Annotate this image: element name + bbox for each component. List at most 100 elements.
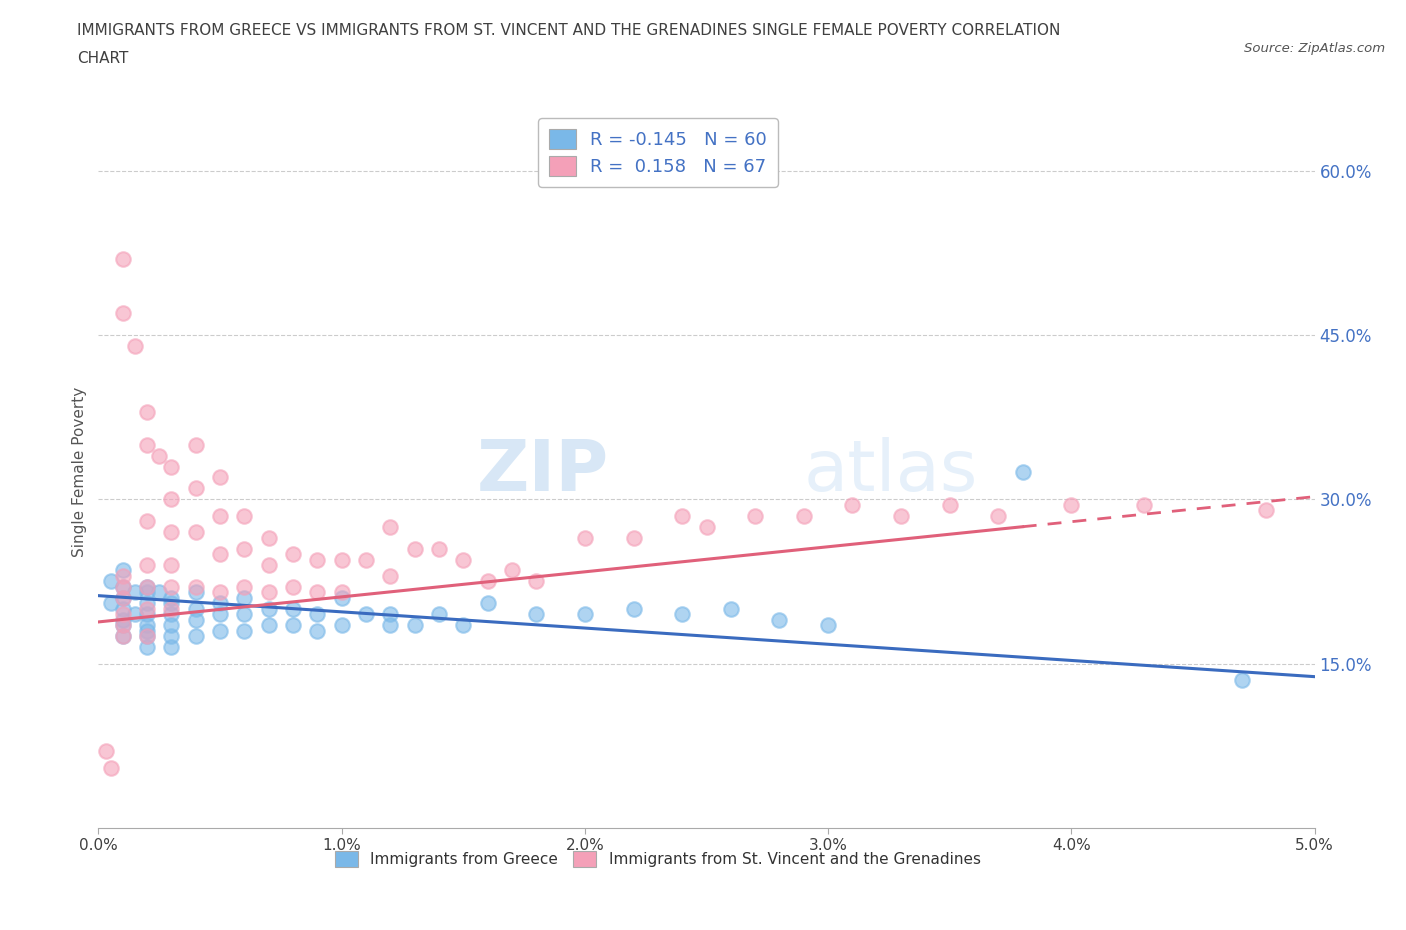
Point (209, 547, 232, 562)
Point (623, 530, 645, 545)
Point (111, 618, 134, 632)
Point (160, 596, 183, 611)
Point (160, 459, 183, 474)
Point (136, 623, 159, 638)
Point (160, 629, 183, 644)
Point (623, 602, 645, 617)
Point (330, 552, 353, 567)
Point (987, 509, 1010, 524)
Point (136, 640, 159, 655)
Point (209, 596, 232, 611)
Point (148, 448, 170, 463)
Point (160, 492, 183, 507)
Point (281, 602, 304, 617)
Point (160, 607, 183, 622)
Point (671, 509, 693, 524)
Point (209, 470, 232, 485)
Point (744, 509, 766, 524)
Point (380, 568, 402, 583)
Point (524, 607, 547, 622)
Point (160, 602, 183, 617)
Point (380, 519, 402, 534)
Point (111, 602, 134, 617)
Point (184, 602, 207, 617)
Point (330, 618, 353, 632)
Legend: Immigrants from Greece, Immigrants from St. Vincent and the Grenadines: Immigrants from Greece, Immigrants from … (329, 845, 987, 873)
Point (124, 607, 146, 622)
Y-axis label: Single Female Poverty: Single Female Poverty (72, 387, 87, 557)
Point (136, 579, 159, 594)
Point (793, 509, 815, 524)
Point (1060, 498, 1083, 512)
Point (94, 744, 117, 759)
Point (100, 596, 122, 611)
Point (136, 618, 159, 632)
Point (890, 509, 912, 524)
Point (233, 579, 256, 594)
Point (184, 612, 207, 627)
Point (233, 607, 256, 622)
Point (354, 607, 377, 622)
Point (354, 552, 377, 567)
Point (768, 612, 790, 627)
Point (209, 607, 232, 622)
Point (111, 306, 134, 321)
Point (720, 602, 742, 617)
Point (111, 629, 134, 644)
Point (136, 607, 159, 622)
Point (111, 579, 134, 594)
Point (111, 607, 134, 622)
Point (136, 629, 159, 644)
Point (209, 509, 232, 524)
Point (184, 585, 207, 600)
Point (111, 591, 134, 605)
Point (696, 519, 718, 534)
Point (111, 591, 134, 605)
Point (257, 602, 280, 617)
Text: IMMIGRANTS FROM GREECE VS IMMIGRANTS FROM ST. VINCENT AND THE GRENADINES SINGLE : IMMIGRANTS FROM GREECE VS IMMIGRANTS FRO… (77, 23, 1060, 38)
Point (209, 585, 232, 600)
Point (111, 563, 134, 578)
Point (427, 541, 450, 556)
Point (281, 547, 304, 562)
Point (160, 640, 183, 655)
Point (671, 607, 693, 622)
Point (233, 623, 256, 638)
Point (1133, 498, 1156, 512)
Point (330, 591, 353, 605)
Point (160, 618, 183, 632)
Point (574, 530, 596, 545)
Point (184, 525, 207, 539)
Point (111, 612, 134, 627)
Point (209, 623, 232, 638)
Point (524, 574, 547, 589)
Point (380, 607, 402, 622)
Point (281, 618, 304, 632)
Point (817, 618, 839, 632)
Point (184, 437, 207, 452)
Point (574, 607, 596, 622)
Point (136, 405, 159, 419)
Point (184, 481, 207, 496)
Point (233, 541, 256, 556)
Point (111, 629, 134, 644)
Point (148, 585, 170, 600)
Point (307, 623, 329, 638)
Point (453, 618, 475, 632)
Point (1254, 503, 1277, 518)
Point (136, 585, 159, 600)
Point (160, 558, 183, 573)
Text: Source: ZipAtlas.com: Source: ZipAtlas.com (1244, 42, 1385, 55)
Point (100, 574, 122, 589)
Point (404, 618, 426, 632)
Point (233, 509, 256, 524)
Point (136, 437, 159, 452)
Point (307, 585, 329, 600)
Point (160, 579, 183, 594)
Point (281, 579, 304, 594)
Text: ZIP: ZIP (477, 437, 609, 507)
Point (160, 525, 183, 539)
Point (477, 574, 499, 589)
Point (307, 607, 329, 622)
Point (111, 618, 134, 632)
